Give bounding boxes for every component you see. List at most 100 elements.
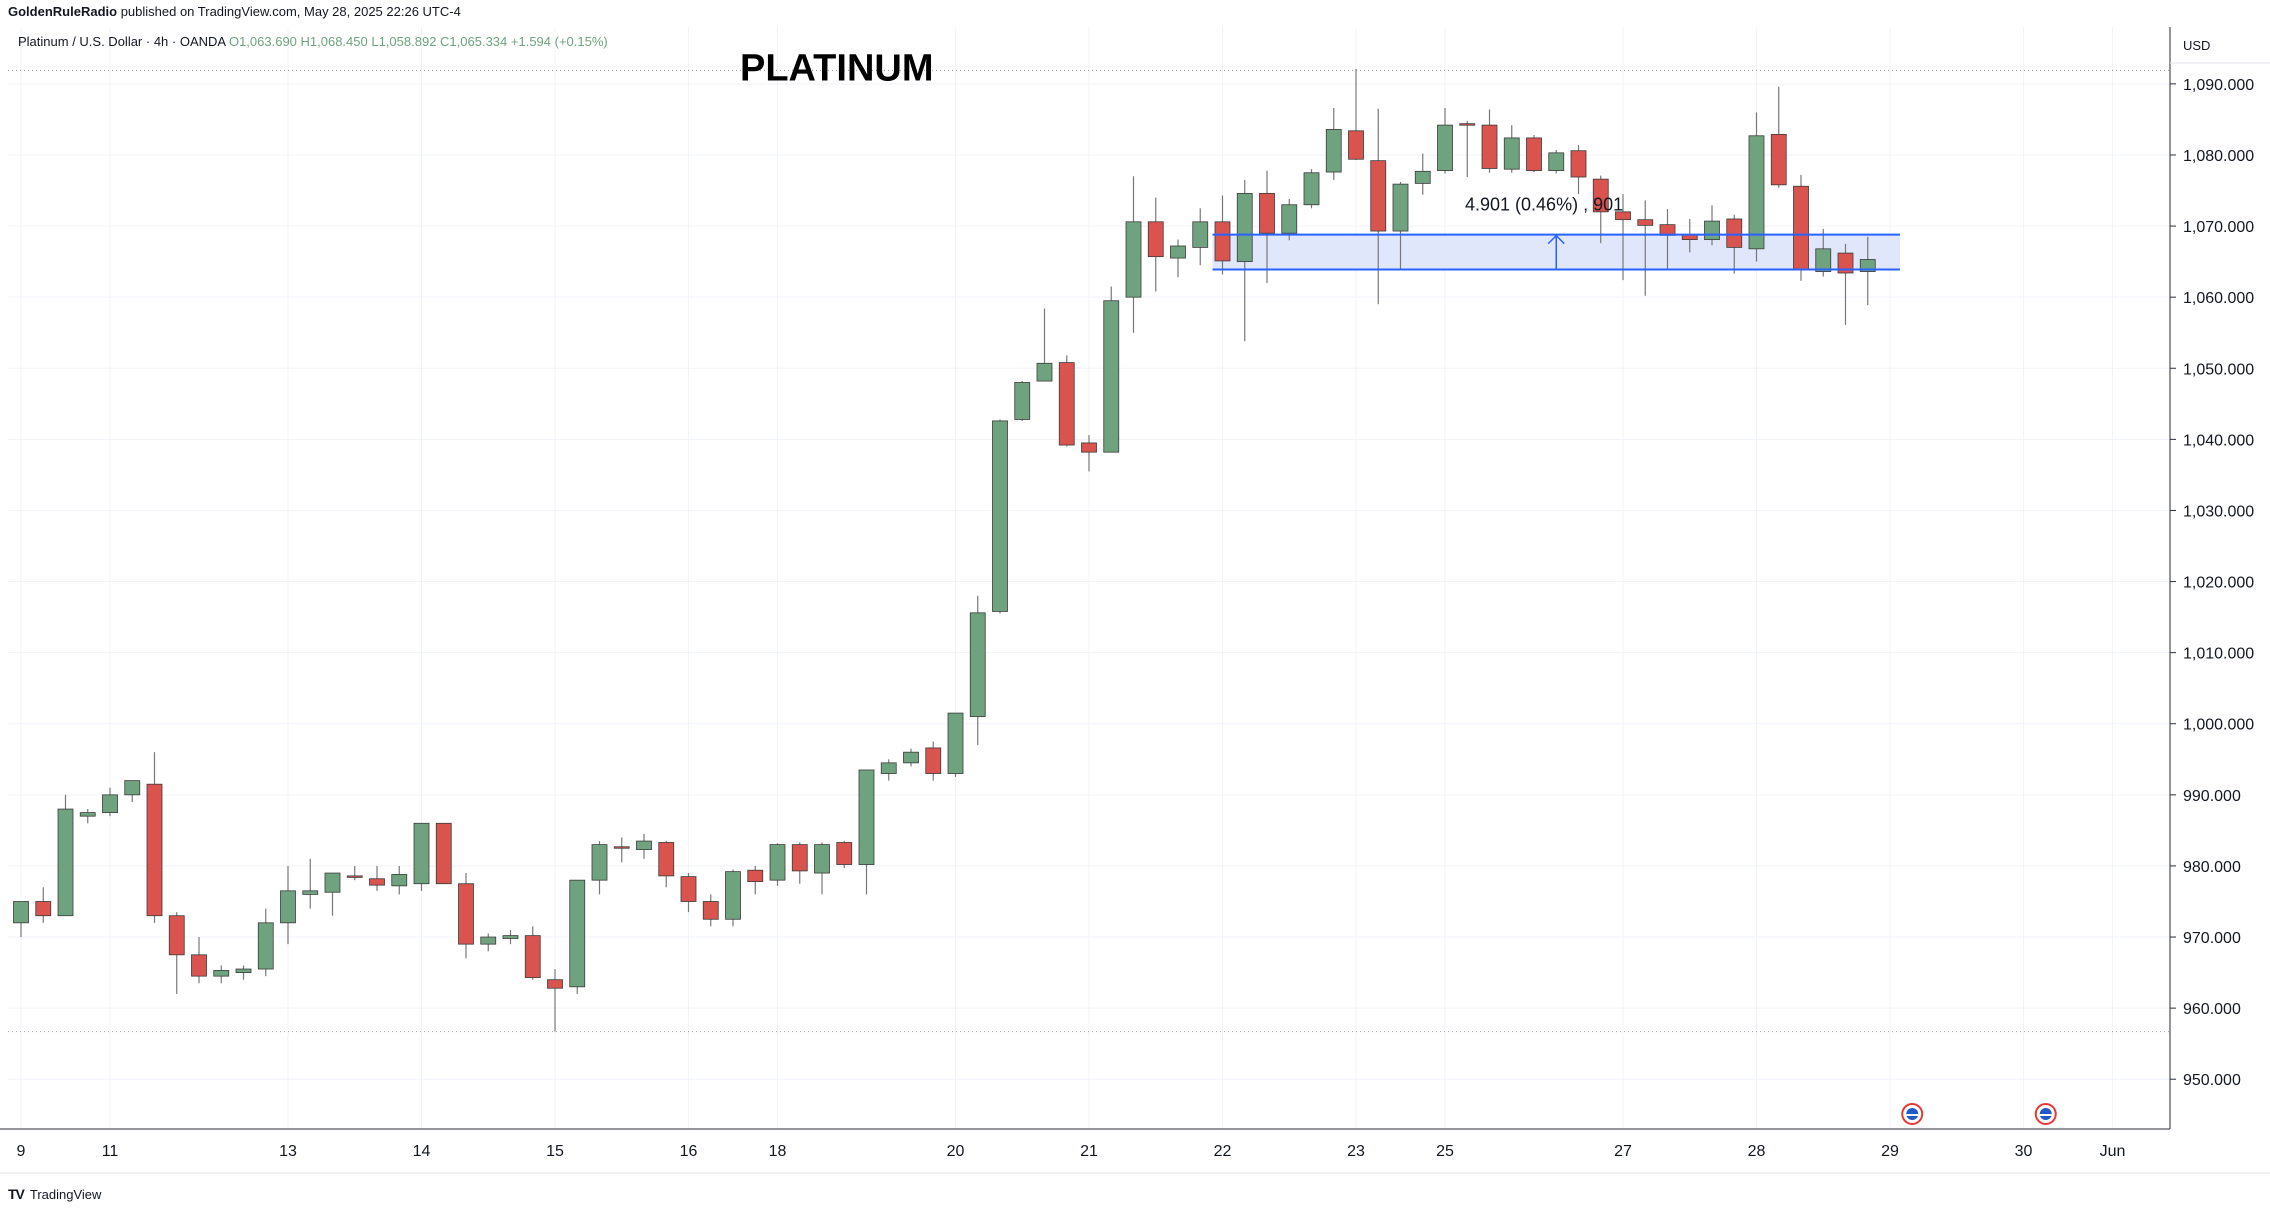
chart-frame[interactable]: 4.901 (0.46%) , 901PLATINUMUSD1,100.0001…	[0, 6, 2270, 1187]
candle-up[interactable]	[814, 844, 830, 874]
candle-down[interactable]	[702, 901, 719, 920]
candle-up[interactable]	[413, 822, 430, 885]
candle-down[interactable]	[1348, 130, 1364, 160]
x-tick-label: 14	[413, 1143, 431, 1160]
candle-down[interactable]	[146, 783, 163, 917]
candle-up[interactable]	[257, 922, 274, 970]
candle-down[interactable]	[1526, 137, 1542, 172]
candle-up[interactable]	[1303, 172, 1320, 206]
y-tick-label: 1,070.000	[2183, 219, 2254, 236]
candle-up[interactable]	[213, 970, 230, 977]
candle-up[interactable]	[569, 879, 586, 988]
y-tick-label: 950.000	[2183, 1072, 2241, 1089]
candle-down[interactable]	[1637, 219, 1654, 226]
candle-down[interactable]	[346, 875, 363, 878]
candle-up[interactable]	[480, 936, 497, 945]
candle-down[interactable]	[613, 846, 630, 849]
candle-up[interactable]	[1192, 221, 1209, 248]
candle-up[interactable]	[1503, 137, 1520, 170]
candle-up[interactable]	[858, 769, 875, 865]
candle-down[interactable]	[1793, 185, 1809, 270]
candle-up[interactable]	[947, 712, 964, 774]
price-axis-panel[interactable]	[2170, 27, 2270, 1129]
candle-down[interactable]	[168, 915, 185, 956]
candle-down[interactable]	[1058, 362, 1075, 446]
candle-down[interactable]	[1837, 252, 1854, 274]
legend-value: L1,058.892	[371, 34, 440, 49]
candle-up[interactable]	[1036, 362, 1053, 382]
candle-down[interactable]	[1147, 221, 1164, 258]
candle-down[interactable]	[35, 901, 52, 917]
candle-up[interactable]	[903, 751, 919, 764]
candle-down[interactable]	[1481, 124, 1498, 169]
candle-up[interactable]	[1392, 183, 1409, 232]
candle-up[interactable]	[13, 901, 29, 924]
candle-up[interactable]	[1704, 220, 1720, 240]
candle-down[interactable]	[191, 954, 207, 977]
candlestick-chart[interactable]: 4.901 (0.46%) , 901PLATINUMUSD1,100.0001…	[0, 6, 2270, 1187]
candle-up[interactable]	[1103, 300, 1120, 453]
published-info: published on TradingView.com, May 28, 20…	[120, 4, 461, 19]
publisher-name[interactable]: GoldenRuleRadio	[8, 4, 118, 19]
candle-down[interactable]	[1592, 178, 1609, 213]
candle-up[interactable]	[280, 890, 296, 924]
candle-down[interactable]	[747, 869, 764, 882]
candle-up[interactable]	[79, 812, 96, 817]
x-tick-label: 18	[769, 1143, 787, 1160]
candle-down[interactable]	[658, 842, 675, 877]
candle-up[interactable]	[725, 871, 741, 920]
candle-down[interactable]	[1726, 218, 1743, 248]
candle-down[interactable]	[1770, 133, 1787, 186]
legend-value: O1,063.690	[229, 34, 301, 49]
candle-down[interactable]	[1214, 221, 1231, 262]
candle-up[interactable]	[769, 844, 786, 881]
candle-down[interactable]	[1370, 160, 1387, 232]
candle-up[interactable]	[1414, 170, 1431, 184]
candle-up[interactable]	[1815, 248, 1832, 272]
candle-up[interactable]	[1125, 221, 1142, 298]
x-tick-label: 28	[1748, 1143, 1766, 1160]
candle-up[interactable]	[992, 420, 1008, 612]
candle-up[interactable]	[591, 844, 608, 881]
candle-down[interactable]	[836, 842, 853, 865]
x-tick-label: Jun	[2100, 1143, 2126, 1160]
candle-up[interactable]	[969, 612, 986, 718]
candle-up[interactable]	[502, 935, 519, 939]
candle-up[interactable]	[324, 872, 341, 893]
candle-down[interactable]	[458, 883, 474, 945]
candle-up[interactable]	[636, 840, 652, 850]
candle-down[interactable]	[435, 822, 452, 885]
candle-down[interactable]	[1259, 192, 1275, 234]
candle-down[interactable]	[1570, 150, 1587, 178]
candle-down[interactable]	[1459, 123, 1476, 126]
candle-up[interactable]	[1281, 204, 1298, 234]
x-tick-label: 22	[1214, 1143, 1232, 1160]
x-tick-label: 16	[680, 1143, 698, 1160]
measure-label: 4.901 (0.46%) , 901	[1465, 194, 1623, 214]
candle-up[interactable]	[124, 780, 141, 796]
candle-up[interactable]	[1236, 192, 1253, 263]
candle-up[interactable]	[302, 890, 319, 895]
candle-up[interactable]	[1014, 382, 1031, 420]
candle-down[interactable]	[369, 878, 385, 886]
candle-up[interactable]	[102, 794, 118, 814]
candle-up[interactable]	[1548, 152, 1565, 172]
candle-down[interactable]	[1081, 442, 1097, 453]
candle-down[interactable]	[791, 844, 808, 872]
candle-up[interactable]	[1437, 124, 1453, 172]
ohlc-legend[interactable]: Platinum / U.S. Dollar · 4h · OANDA O1,0…	[18, 34, 608, 49]
candle-down[interactable]	[680, 876, 697, 902]
candle-down[interactable]	[925, 747, 942, 774]
candle-down[interactable]	[547, 979, 563, 989]
candle-down[interactable]	[524, 935, 541, 978]
tradingview-footer[interactable]: TV TradingView	[8, 1183, 101, 1205]
candle-up[interactable]	[57, 808, 74, 917]
candle-up[interactable]	[1170, 245, 1186, 259]
candle-up[interactable]	[1748, 135, 1765, 250]
candle-up[interactable]	[1325, 128, 1342, 173]
candle-up[interactable]	[391, 874, 408, 887]
candle-up[interactable]	[235, 968, 252, 973]
candle-up[interactable]	[880, 762, 897, 774]
y-tick-label: 1,010.000	[2183, 646, 2254, 663]
candle-down[interactable]	[1615, 211, 1631, 221]
